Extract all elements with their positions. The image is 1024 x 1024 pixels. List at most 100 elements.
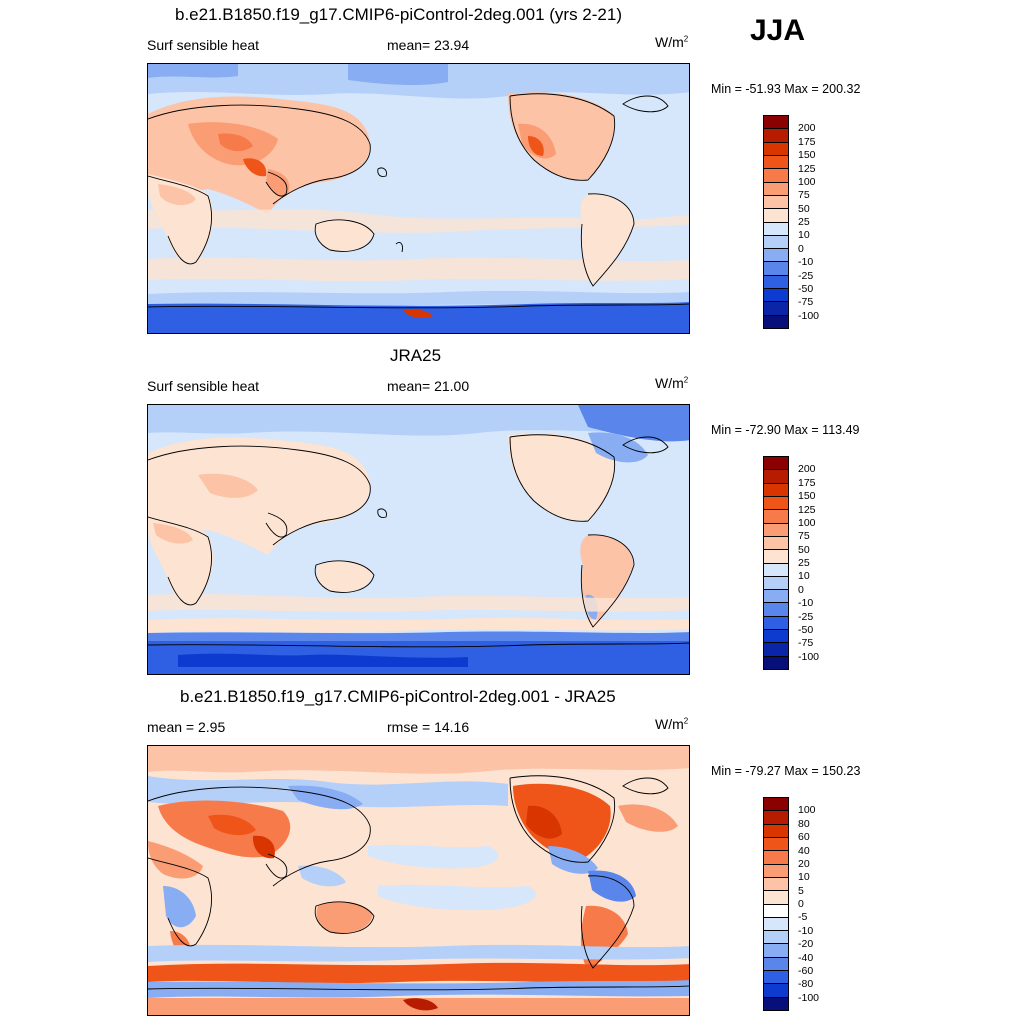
colorbar-label: -5 [798, 911, 808, 924]
colorbar-label: -75 [798, 637, 814, 650]
colorbar-swatch [764, 944, 788, 958]
colorbar-swatch [764, 155, 788, 170]
colorbar-label: 150 [798, 490, 816, 503]
colorbar-swatch [764, 590, 788, 604]
colorbar-label: 10 [798, 871, 810, 884]
panel-1-map [147, 63, 690, 334]
panel-3-minmax: Min = -79.27 Max = 150.23 [711, 764, 861, 778]
colorbar-swatch [764, 603, 788, 617]
colorbar-swatch [764, 984, 788, 998]
colorbar-swatch [764, 457, 788, 471]
colorbar-label: 150 [798, 149, 816, 162]
colorbar-label: 175 [798, 135, 816, 148]
colorbar-label: -20 [798, 938, 814, 951]
colorbar-label: -10 [798, 924, 814, 937]
colorbar-swatch [764, 864, 788, 878]
colorbar-swatch [764, 877, 788, 892]
colorbar-swatch [764, 195, 788, 210]
colorbar-swatch [764, 222, 788, 236]
colorbar-label: 100 [798, 516, 816, 529]
colorbar-label: 25 [798, 557, 810, 569]
colorbar-swatch [764, 249, 788, 263]
colorbar-label: -10 [798, 256, 814, 269]
panel-1-mean-label: mean= 23.94 [387, 37, 470, 53]
colorbar-label: -60 [798, 964, 814, 977]
colorbar-swatch [764, 931, 788, 945]
colorbar-swatch [764, 851, 788, 865]
panel-2-colorbar [763, 456, 789, 670]
colorbar-swatch [764, 656, 788, 669]
panel-1-minmax: Min = -51.93 Max = 200.32 [711, 82, 861, 96]
panel-1-colorbar-swatches [764, 116, 788, 328]
colorbar-swatch [764, 904, 788, 918]
colorbar-label: 50 [798, 543, 810, 556]
colorbar-label: -100 [798, 309, 820, 322]
colorbar-label: 75 [798, 530, 810, 543]
colorbar-label: -40 [798, 951, 814, 964]
colorbar-swatch [764, 483, 788, 497]
colorbar-swatch [764, 315, 788, 328]
colorbar-swatch [764, 891, 788, 905]
colorbar-label: 25 [798, 216, 810, 228]
colorbar-swatch [764, 496, 788, 511]
colorbar-label: -50 [798, 282, 814, 295]
colorbar-label: -75 [798, 296, 814, 309]
panel-1-title: b.e21.B1850.f19_g17.CMIP6-piControl-2deg… [175, 5, 622, 24]
colorbar-swatch [764, 470, 788, 484]
panel-1-variable-label: Surf sensible heat [147, 37, 260, 53]
colorbar-swatch [764, 643, 788, 657]
panel-2-units: W/m2 [655, 375, 689, 391]
colorbar-swatch [764, 536, 788, 551]
colorbar-label: -25 [798, 610, 814, 623]
panel-3-mean-label: mean = 2.95 [147, 719, 226, 735]
colorbar-swatch [764, 142, 788, 156]
colorbar-swatch [764, 997, 788, 1010]
colorbar-label: 0 [798, 583, 804, 596]
colorbar-label: 175 [798, 476, 816, 489]
colorbar-swatch [764, 510, 788, 524]
colorbar-label: -10 [798, 597, 814, 610]
colorbar-label: 0 [798, 898, 804, 910]
colorbar-swatch [764, 289, 788, 303]
colorbar-label: 125 [798, 503, 816, 516]
colorbar-label: -50 [798, 623, 814, 636]
colorbar-swatch [764, 262, 788, 276]
panel-3-title: b.e21.B1850.f19_g17.CMIP6-piControl-2deg… [180, 687, 616, 706]
colorbar-swatch [764, 837, 788, 852]
colorbar-label: 10 [798, 229, 810, 242]
colorbar-label: -80 [798, 978, 814, 991]
colorbar-label: 100 [798, 804, 816, 817]
colorbar-swatch [764, 209, 788, 223]
colorbar-label: 20 [798, 857, 810, 870]
panel-1-colorbar [763, 115, 789, 329]
colorbar-swatch [764, 550, 788, 564]
panel-2-title: JRA25 [390, 346, 442, 365]
panel-3-map [147, 745, 690, 1016]
colorbar-label: 75 [798, 189, 810, 202]
colorbar-swatch [764, 182, 788, 196]
colorbar-label: 50 [798, 202, 810, 215]
panel-2-minmax: Min = -72.90 Max = 113.49 [711, 423, 860, 437]
colorbar-swatch [764, 971, 788, 985]
colorbar-swatch [764, 169, 788, 183]
colorbar-swatch [764, 275, 788, 290]
colorbar-label: 0 [798, 242, 804, 255]
season-label: JJA [750, 14, 806, 47]
colorbar-swatch [764, 616, 788, 631]
colorbar-swatch [764, 798, 788, 812]
colorbar-swatch [764, 576, 788, 591]
colorbar-swatch [764, 302, 788, 316]
colorbar-swatch [764, 116, 788, 130]
colorbar-swatch [764, 824, 788, 838]
colorbar-swatch [764, 563, 788, 577]
colorbar-label: -25 [798, 269, 814, 282]
colorbar-swatch [764, 957, 788, 972]
panel-3-rmse-label: rmse = 14.16 [387, 719, 470, 735]
colorbar-label: -100 [798, 991, 820, 1004]
panel-2-map [147, 404, 690, 675]
panel-2-variable-label: Surf sensible heat [147, 378, 260, 394]
colorbar-label: 125 [798, 162, 816, 175]
panel-3-colorbar [763, 797, 789, 1011]
colorbar-label: 200 [798, 463, 816, 476]
colorbar-swatch [764, 630, 788, 644]
